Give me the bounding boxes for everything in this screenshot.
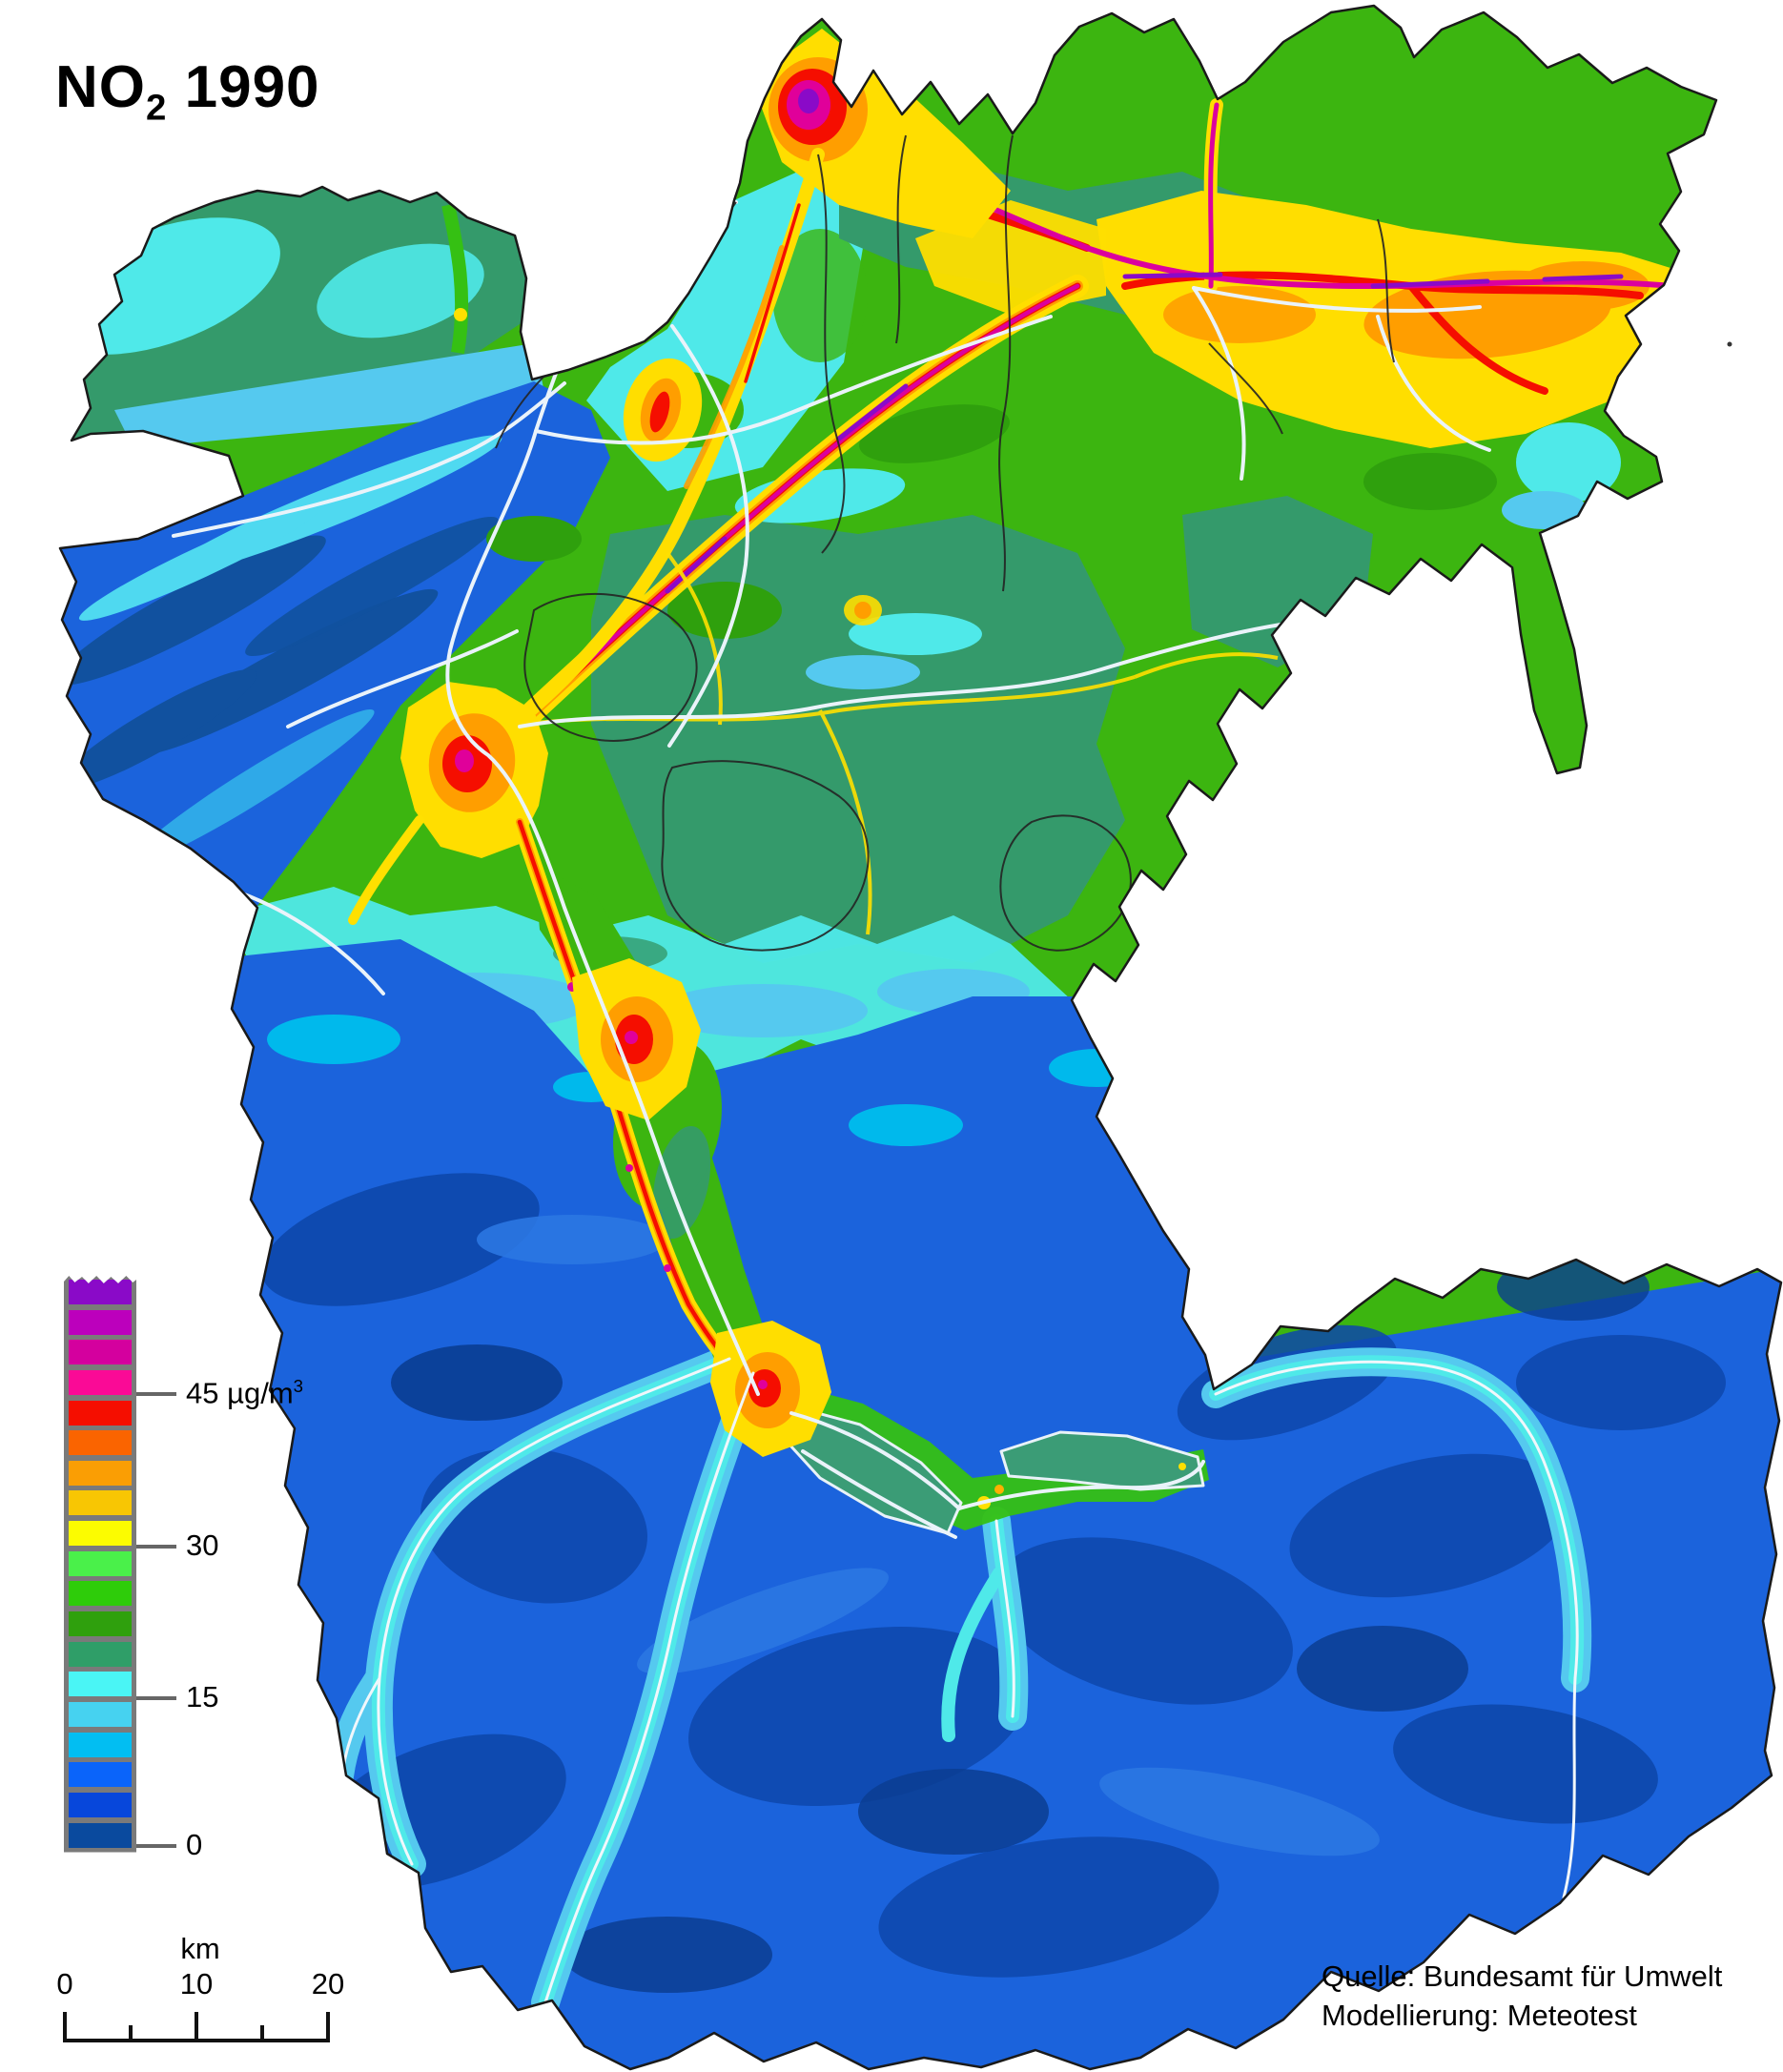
hotspot-biel	[751, 29, 1011, 238]
legend-color-cell	[69, 1550, 132, 1576]
title-subscript: 2	[146, 87, 168, 129]
legend-label-45: 45 µg/m3	[186, 1376, 303, 1410]
legend-tick-0	[136, 1844, 176, 1848]
legend-tick-45	[136, 1392, 176, 1396]
lake-brienz	[999, 1430, 1205, 1491]
legend-color-cell	[69, 1490, 132, 1516]
lakes-region	[778, 1385, 1209, 1535]
legend-color-cell	[69, 1822, 132, 1848]
legend-label-0: 0	[186, 1828, 203, 1861]
legend-label-15: 15	[186, 1680, 219, 1713]
scalebar-unit: km	[180, 1932, 220, 1965]
scalebar-tick-20: 20	[311, 1967, 345, 2000]
credit-source: Quelle: Bundesamt für Umwelt	[1322, 1959, 1723, 1993]
scalebar-ruler	[63, 2012, 330, 2042]
credit-modelling: Modellierung: Meteotest	[1322, 1999, 1637, 2032]
jura-mountains-region	[60, 381, 610, 906]
legend-color-cell	[69, 1340, 132, 1365]
biel-bern-corridor	[516, 148, 825, 724]
hotspot-aaretal	[572, 958, 701, 1120]
legend-color-cell	[69, 1611, 132, 1637]
legend-color-bar	[64, 1275, 136, 1853]
legend-color-cell	[69, 1521, 132, 1547]
legend-tick-30	[136, 1545, 176, 1549]
legend-color-cell	[69, 1400, 132, 1426]
a6-corridor	[512, 814, 766, 1400]
page-title: NO2 1990	[55, 54, 320, 129]
legend-color-cell	[69, 1641, 132, 1667]
source-credits: Quelle: Bundesamt für Umwelt Modellierun…	[1322, 1957, 1722, 2035]
legend-color-cell	[69, 1701, 132, 1727]
legend-color-cell	[69, 1369, 132, 1395]
canton-outline	[58, 4, 1783, 2071]
scalebar-tick-0: 0	[56, 1967, 73, 2000]
legend-color-cell	[69, 1460, 132, 1486]
district-boundaries	[495, 134, 1395, 952]
legend-color-cell	[69, 1430, 132, 1456]
legend-label-30: 30	[186, 1528, 219, 1562]
legend-color-cell	[69, 1762, 132, 1788]
hotspot-bern	[348, 682, 548, 925]
legend-color-cell	[69, 1672, 132, 1697]
map-speck	[1727, 341, 1732, 347]
legend-color-cell	[69, 1732, 132, 1757]
legend-color-cell	[69, 1309, 132, 1335]
legend-color-cell	[69, 1581, 132, 1607]
scalebar-tick-10: 10	[179, 1967, 214, 2000]
legend-color-cell	[69, 1792, 132, 1817]
legend-tick-15	[136, 1696, 176, 1700]
hotspot-burgdorf	[623, 358, 882, 626]
legend-color-cell	[69, 1280, 132, 1304]
